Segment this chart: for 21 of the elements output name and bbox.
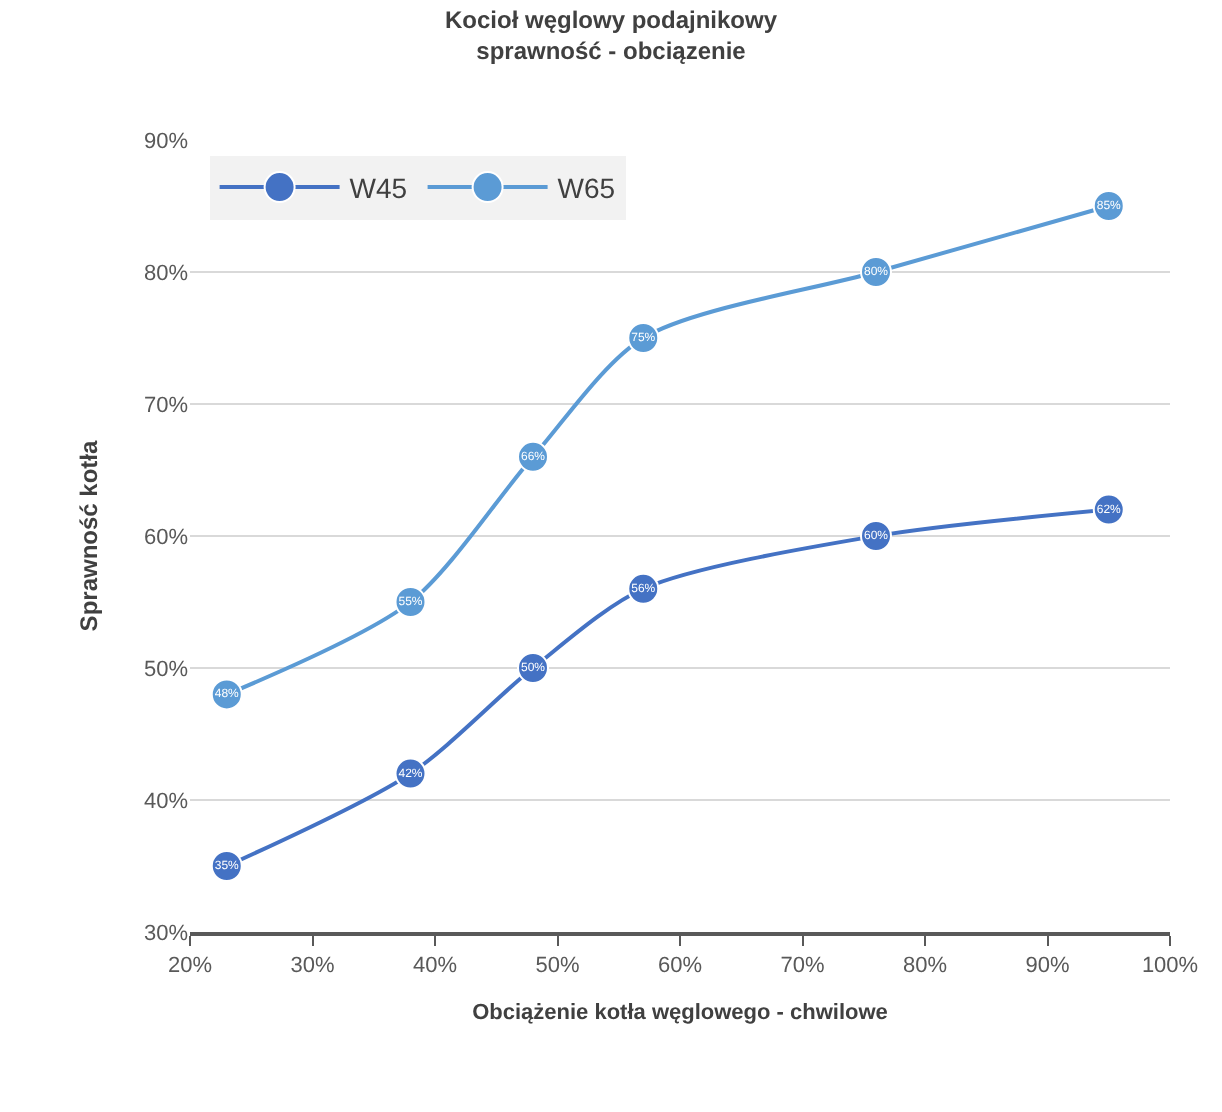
x-tick-label: 100%	[1141, 953, 1199, 978]
legend-label: W45	[349, 171, 408, 204]
y-tick-label: 50%	[143, 657, 189, 682]
chart-title: Kocioł węglowy podajnikowy sprawność - obciązenie	[444, 5, 778, 65]
x-tick-label: 80%	[902, 953, 948, 978]
y-tick-label: 40%	[143, 789, 189, 814]
x-tick-label: 90%	[1025, 953, 1070, 978]
y-tick-label: 80%	[143, 261, 189, 286]
x-tick-label: 30%	[290, 953, 335, 978]
y-tick-label: 30%	[143, 921, 189, 946]
x-tick-label: 70%	[780, 953, 825, 978]
y-tick-label: 70%	[143, 393, 189, 418]
x-tick-label: 20%	[167, 953, 213, 978]
y-tick-label: 90%	[143, 129, 189, 154]
legend-label: W65	[557, 171, 616, 204]
x-tick-label: 60%	[657, 953, 703, 978]
y-tick-label: 60%	[143, 525, 189, 550]
x-axis-title: Obciążenie kotła węglowego - chwilowe	[472, 1001, 888, 1025]
x-tick-label: 40%	[412, 953, 458, 978]
x-tick-label: 50%	[535, 953, 580, 978]
y-axis-title: Sprawność kotła	[74, 440, 103, 632]
